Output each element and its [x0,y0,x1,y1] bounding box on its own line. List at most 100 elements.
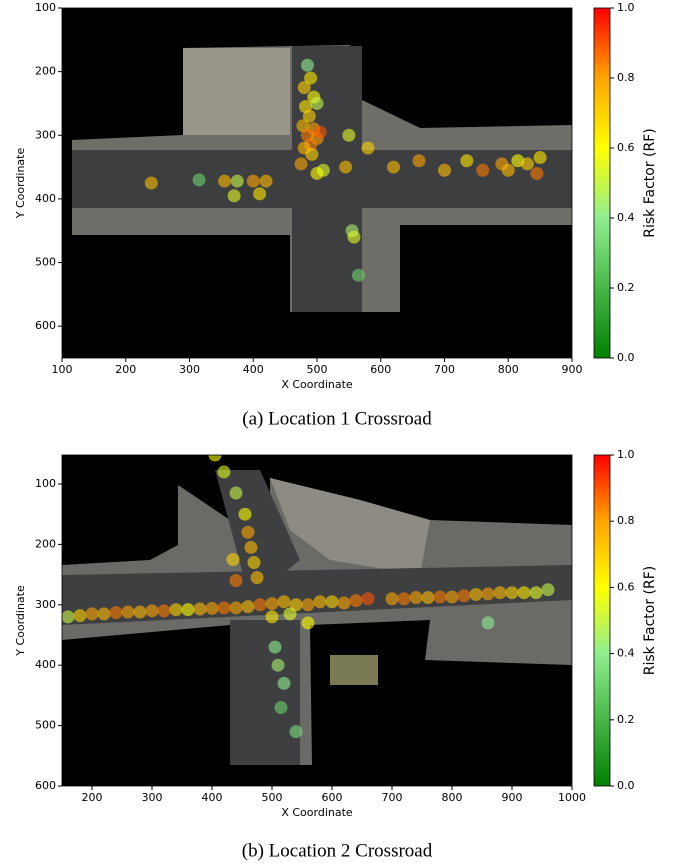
y-tick-label: 600 [35,779,56,792]
point [412,154,426,168]
colorbar [593,7,611,359]
point [481,587,495,601]
x-tick-label: 100 [52,363,73,376]
colorbar-label: Risk Factor (RF) [642,128,658,237]
x-tick-label: 500 [262,791,283,804]
point [397,592,411,606]
point [259,174,273,188]
point [73,609,87,623]
colorbar-tick-label: 0.2 [617,281,635,294]
point [310,166,324,180]
point [481,616,495,630]
point [349,594,363,608]
x-axis-label: X Coordinate [281,378,353,391]
point [533,151,547,165]
x-tick-label: 900 [502,791,523,804]
point [253,598,267,612]
y-tick-label: 500 [35,256,56,269]
y-tick-label: 100 [35,477,56,490]
x-tick-label: 400 [243,363,264,376]
x-tick-label: 600 [322,791,343,804]
point [226,552,240,566]
point [229,574,243,588]
x-tick-label: 300 [179,363,200,376]
point [409,591,423,605]
plot-frame [61,454,573,787]
point [493,586,507,600]
point [347,230,361,244]
x-tick-label: 700 [382,791,403,804]
point [342,128,356,142]
point [205,601,219,615]
point [169,603,183,617]
point [529,586,543,600]
colorbar-tick-label: 0.4 [617,647,635,660]
point [476,163,490,177]
colorbar-tick-label: 0.0 [617,779,635,792]
point [121,605,135,619]
x-tick-label: 400 [202,791,223,804]
x-tick-label: 600 [370,363,391,376]
x-tick-label: 900 [562,363,583,376]
point [265,597,279,611]
point [294,157,308,171]
point [457,589,471,603]
point [313,125,327,139]
point [337,596,351,610]
point [274,700,288,714]
point [339,160,353,174]
colorbar-label: Risk Factor (RF) [642,566,658,675]
point [460,154,474,168]
point [181,603,195,617]
y-tick-label: 100 [35,1,56,14]
point [268,640,282,654]
point [517,586,531,600]
point [530,166,544,180]
x-tick-label: 300 [142,791,163,804]
point [246,174,260,188]
colorbar-tick-label: 0.6 [617,141,635,154]
point [310,96,324,110]
point [313,595,327,609]
point [253,187,267,201]
point [208,455,222,462]
point [144,176,158,190]
point [301,598,315,612]
point [445,590,459,604]
point [387,160,400,174]
scatter-points [62,455,555,739]
colorbar-tick-label: 1.0 [617,1,635,14]
y-axis-label: Y Coordinate [14,585,27,657]
point [304,71,318,85]
point [218,174,232,188]
point [351,268,365,282]
point [300,58,314,72]
point [97,607,111,621]
point [438,163,451,177]
point [247,556,261,570]
colorbar-tick-label: 1.0 [617,448,635,461]
point [241,600,255,614]
point [217,465,231,479]
point [289,725,303,739]
point [271,658,285,672]
point [133,605,147,619]
point [301,616,315,630]
point [505,586,519,600]
point [305,147,319,161]
point [469,588,483,602]
y-tick-label: 200 [35,65,56,78]
point [302,109,316,123]
x-tick-label: 1000 [558,791,586,804]
point [501,163,515,177]
point [157,604,171,618]
point [325,595,339,609]
colorbar [593,454,611,787]
y-tick-label: 200 [35,537,56,550]
y-tick-label: 300 [35,598,56,611]
point [361,592,375,606]
point [217,601,231,615]
x-tick-label: 500 [307,363,328,376]
point [227,189,241,203]
